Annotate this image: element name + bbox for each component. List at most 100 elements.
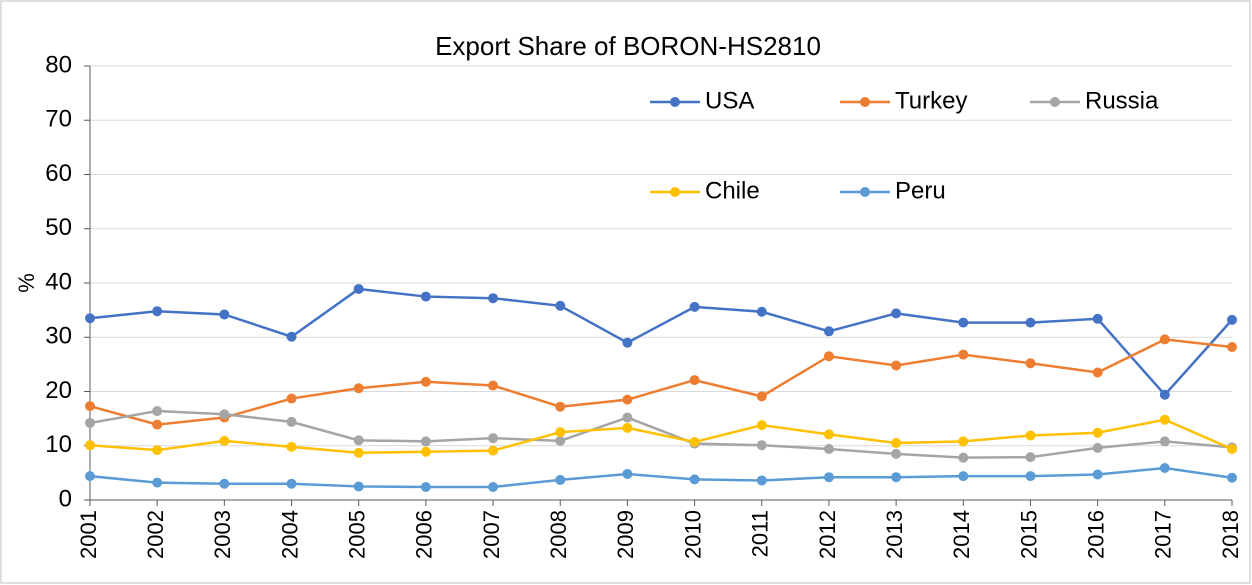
legend-marker: [670, 97, 680, 107]
point: [488, 293, 499, 304]
point: [555, 427, 566, 438]
point: [353, 383, 364, 394]
point: [958, 349, 969, 360]
point: [891, 360, 902, 371]
point: [353, 283, 364, 294]
y-tick-label: 40: [45, 268, 72, 295]
x-tick-label: 2003: [210, 510, 235, 559]
series-line: [89, 418, 1233, 455]
point: [219, 309, 230, 320]
legend-marker: [860, 187, 870, 197]
x-tick-label: 2018: [1218, 510, 1243, 559]
y-tick-label: 20: [45, 377, 72, 404]
point: [488, 380, 499, 391]
point: [756, 440, 767, 451]
point: [420, 291, 431, 302]
point: [488, 433, 499, 444]
point: [353, 481, 364, 492]
point: [85, 471, 95, 482]
series-line: [89, 466, 1233, 489]
legend-label: Turkey: [895, 87, 967, 114]
point: [555, 401, 566, 412]
point: [689, 375, 700, 386]
point: [689, 474, 700, 485]
point: [420, 481, 431, 492]
point: [1025, 452, 1036, 463]
point: [1159, 389, 1170, 400]
point: [420, 446, 431, 457]
y-tick-label: 60: [45, 160, 72, 187]
x-tick-label: 2006: [412, 510, 437, 559]
legend-marker: [860, 97, 870, 107]
point: [958, 471, 969, 482]
point: [823, 429, 834, 440]
x-tick-label: 2010: [680, 510, 705, 559]
point: [488, 481, 499, 492]
point: [420, 436, 431, 447]
y-tick-label: 0: [59, 485, 72, 512]
point: [286, 331, 297, 342]
point: [1092, 367, 1103, 378]
point: [1092, 442, 1103, 453]
point: [823, 326, 834, 337]
point: [555, 435, 566, 446]
point: [756, 475, 767, 486]
point: [1227, 444, 1237, 455]
point: [891, 472, 902, 483]
point: [689, 301, 700, 312]
point: [85, 401, 95, 412]
point: [152, 419, 163, 430]
point: [488, 445, 499, 456]
x-tick-label: 2013: [882, 510, 907, 559]
point: [689, 436, 700, 447]
point: [622, 337, 633, 348]
x-tick-label: 2004: [277, 510, 302, 559]
point: [958, 452, 969, 463]
x-tick-label: 2011: [748, 510, 773, 557]
x-tick-label: 2009: [613, 510, 638, 559]
point: [420, 376, 431, 387]
point: [958, 317, 969, 328]
point: [1025, 317, 1036, 328]
x-tick-label: 2017: [1151, 510, 1176, 559]
point: [958, 436, 969, 447]
series-line: [89, 287, 1233, 397]
point: [1227, 472, 1237, 483]
legend-label: Peru: [895, 177, 946, 204]
point: [152, 306, 163, 317]
point: [891, 448, 902, 459]
point: [823, 351, 834, 362]
point: [1159, 462, 1170, 473]
legend-label: USA: [705, 87, 754, 114]
point: [1025, 430, 1036, 441]
y-tick-label: 70: [45, 106, 72, 133]
point: [756, 306, 767, 317]
point: [85, 313, 95, 324]
point: [823, 472, 834, 483]
point: [1227, 314, 1237, 325]
point: [891, 438, 902, 449]
point: [286, 393, 297, 404]
point: [1025, 471, 1036, 482]
point: [891, 308, 902, 319]
x-tick-label: 2015: [1016, 510, 1041, 559]
point: [823, 444, 834, 455]
legend-label: Chile: [705, 177, 760, 204]
legend-marker: [670, 187, 680, 197]
x-tick-label: 2007: [479, 510, 504, 559]
point: [756, 420, 767, 431]
x-tick-label: 2005: [345, 510, 370, 559]
point: [1092, 313, 1103, 324]
y-tick-label: 80: [45, 51, 72, 78]
point: [555, 474, 566, 485]
chart-title: Export Share of BORON-HS2810: [435, 31, 821, 61]
point: [1227, 342, 1237, 353]
x-tick-label: 2008: [546, 510, 571, 559]
y-tick-label: 50: [45, 214, 72, 241]
series-line: [89, 338, 1233, 426]
point: [622, 394, 633, 405]
legend-marker: [1050, 97, 1060, 107]
point: [85, 417, 95, 428]
point: [152, 406, 163, 417]
